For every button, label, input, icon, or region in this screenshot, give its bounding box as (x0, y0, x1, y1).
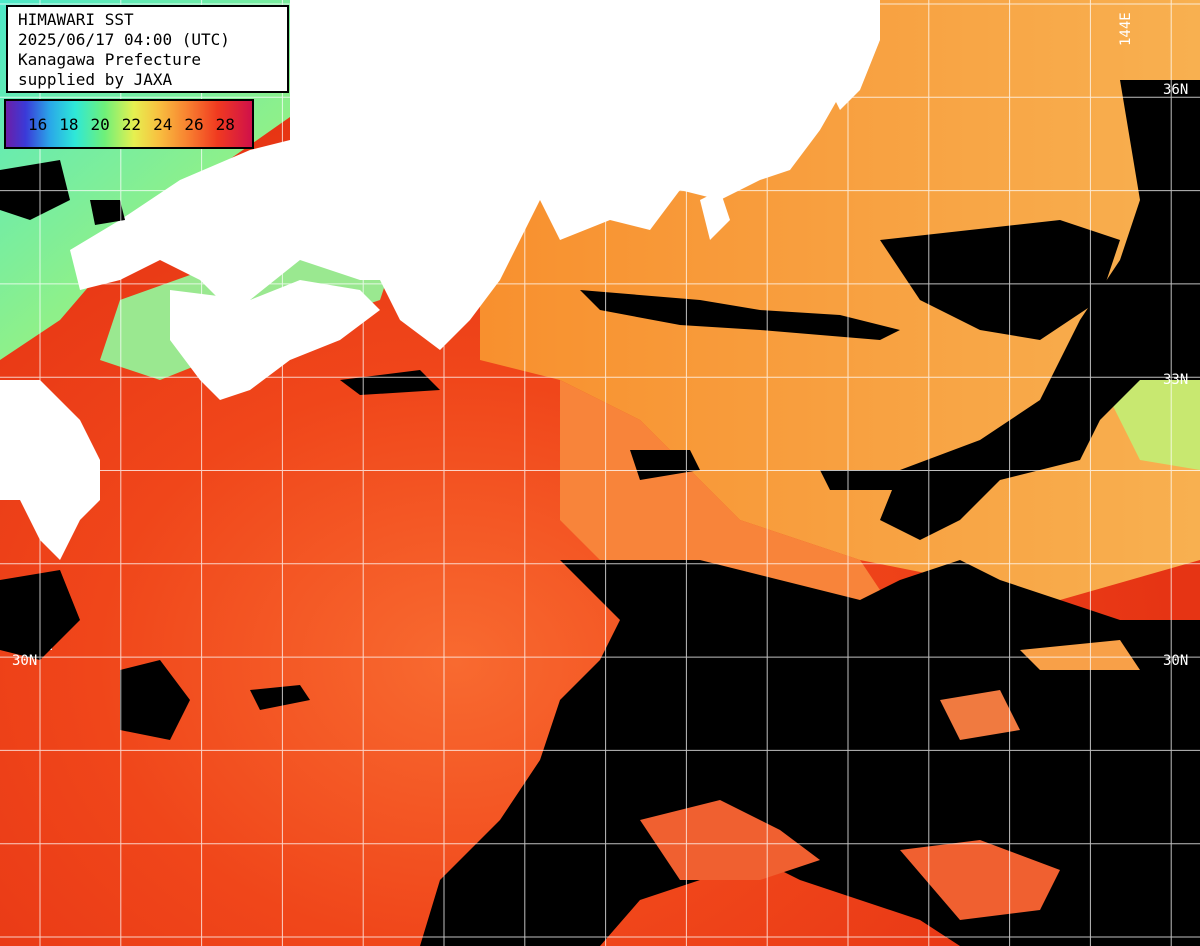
cloud-east-band (880, 220, 1120, 340)
sea-patch-east-2 (1020, 640, 1140, 670)
latitude-label-30n-right: 30N (1163, 653, 1189, 669)
cloud-northwest-2 (90, 200, 125, 225)
sea-patch-south-2 (900, 840, 1060, 920)
cloud-streak-3 (820, 470, 910, 490)
observation-time: 2025/06/17 04:00 (UTC) (18, 30, 230, 49)
cloud-streak-1 (580, 290, 900, 340)
sea-cool-east-patch (1100, 380, 1200, 470)
cloud-kii-channel (340, 370, 440, 395)
cloud-streak-2 (630, 450, 700, 480)
provider-org: Kanagawa Prefecture (18, 50, 202, 69)
cloud-northwest-1 (0, 160, 70, 220)
scale-tick: 24 (153, 114, 173, 134)
cloud-southwest-2 (250, 685, 310, 710)
land-shikoku (170, 280, 380, 400)
latitude-label-30n-left: 30N (12, 653, 38, 669)
sea-patch-south-1 (640, 800, 820, 880)
latitude-label-33n: 33N (1163, 372, 1189, 388)
scale-tick: 26 (184, 114, 204, 134)
scale-tick: 16 (28, 114, 48, 134)
latitude-label-36n: 36N (1163, 82, 1189, 98)
scale-tick: 22 (121, 114, 142, 134)
longitude-label-144e: 144E (1118, 12, 1134, 46)
land-boso-peninsula (830, 0, 880, 110)
cloud-southwest (120, 660, 190, 740)
longitude-label-136e: 136E (480, 12, 496, 46)
title-panel: HIMAWARI SST 2025/06/17 04:00 (UTC) Kana… (6, 5, 289, 93)
cloud-east-mass (880, 80, 1200, 540)
scale-tick: 28 (215, 114, 235, 134)
land-honshu (70, 0, 870, 350)
land-noto-peninsula (420, 60, 480, 150)
data-source: supplied by JAXA (18, 70, 173, 89)
scale-tick: 20 (90, 114, 110, 134)
product-name: HIMAWARI SST (18, 10, 134, 29)
sea-patch-east-1 (940, 690, 1020, 740)
scale-tick: 18 (59, 114, 79, 134)
temperature-color-scale: 16 18 20 22 24 26 28 (4, 99, 254, 149)
land-izu-peninsula (700, 190, 730, 240)
